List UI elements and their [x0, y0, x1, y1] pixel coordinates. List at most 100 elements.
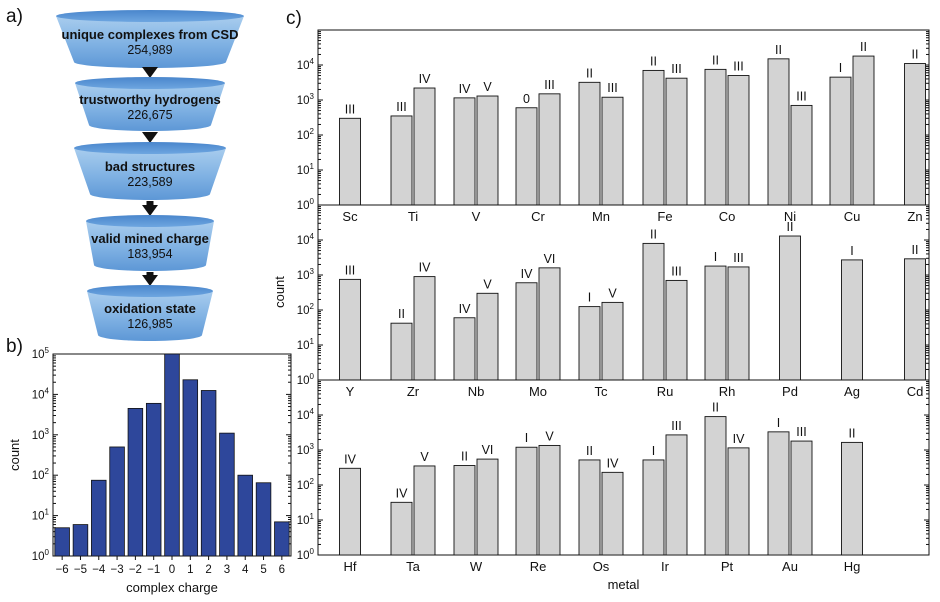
- y-tick-label: 102: [297, 302, 315, 317]
- metal-bar: [538, 267, 561, 381]
- oxidation-state-label: III: [796, 425, 806, 439]
- oxidation-state-label: I: [850, 244, 853, 258]
- metal-bar: [852, 55, 875, 206]
- metal-label: Os: [593, 559, 610, 574]
- x-tick-label: −6: [56, 564, 69, 576]
- x-tick-label: 0: [169, 564, 175, 576]
- metal-bar: [578, 81, 601, 206]
- oxidation-state-label: 0: [523, 92, 530, 106]
- histogram-bar: [237, 474, 253, 557]
- metal-bar: [390, 322, 413, 381]
- metal-label: Hf: [344, 559, 357, 574]
- y-tick-label: 100: [297, 197, 315, 212]
- funnel-stage-label: unique complexes from CSD: [62, 27, 239, 42]
- funnel-arrow-head: [142, 67, 158, 78]
- oxidation-state-label: III: [671, 264, 681, 278]
- x-tick-label: 2: [205, 564, 211, 576]
- oxidation-state-label: IV: [607, 456, 619, 470]
- metal-label: Ir: [661, 559, 670, 574]
- funnel-stage-count: 126,985: [127, 317, 172, 331]
- metal-label: Re: [530, 559, 547, 574]
- y-tick-label: 104: [297, 57, 315, 72]
- oxidation-state-label: III: [671, 62, 681, 76]
- funnel-stage-count: 226,675: [127, 108, 172, 122]
- oxidation-state-label: IV: [419, 261, 431, 275]
- oxidation-state-label: I: [839, 61, 842, 75]
- x-tick-label: −2: [129, 564, 142, 576]
- metal-bar: [476, 458, 499, 556]
- metal-label: Pt: [721, 559, 734, 574]
- metal-bar: [790, 104, 813, 206]
- funnel-stage-count: 183,954: [127, 247, 172, 261]
- metal-bar: [642, 69, 665, 206]
- metal-bar: [642, 459, 665, 556]
- x-tick-label: −3: [111, 564, 124, 576]
- oxidation-state-label: III: [345, 102, 355, 116]
- metal-bar: [779, 235, 801, 381]
- histogram-bar: [145, 402, 162, 557]
- metal-bar: [704, 68, 727, 206]
- histogram-bar: [91, 479, 107, 557]
- metal-label: Co: [719, 209, 736, 224]
- metal-label: Mn: [592, 209, 610, 224]
- oxidation-state-label: II: [586, 444, 593, 458]
- metal-bar: [642, 242, 665, 381]
- funnel-stage-0: [56, 16, 244, 68]
- x-tick-label: 1: [187, 564, 193, 576]
- oxidation-state-label: V: [608, 286, 617, 300]
- metal-label: Zr: [407, 384, 420, 399]
- metal-bar: [476, 95, 499, 206]
- histogram-bar: [164, 353, 180, 557]
- histogram-bar: [109, 446, 125, 557]
- metal-bar: [413, 276, 436, 381]
- funnel-stage-count: 223,589: [127, 175, 172, 189]
- funnel-stage-1: [75, 83, 225, 131]
- metal-label: Ru: [657, 384, 674, 399]
- funnel-stage-label: oxidation state: [104, 301, 196, 316]
- metal-bar: [390, 501, 413, 556]
- metal-bar: [727, 447, 750, 556]
- metal-label: Nb: [468, 384, 485, 399]
- metal-label: Sc: [342, 209, 358, 224]
- metal-bar: [904, 63, 926, 206]
- oxidation-state-label: IV: [396, 486, 408, 500]
- metal-label: Y: [346, 384, 355, 399]
- metal-label: Tc: [595, 384, 609, 399]
- x-tick-label: 5: [260, 564, 266, 576]
- funnel-stage-top-1: [75, 77, 225, 89]
- y-axis-label: count: [272, 276, 287, 308]
- charge-histogram: 100 101 102 103 104 105 −6 −5 −4 −3 −2 −1 0 1 2 3 4 5 6 com…: [7, 346, 292, 595]
- x-tick-label: −5: [74, 564, 87, 576]
- funnel-stage-top-3: [86, 215, 214, 227]
- oxidation-state-label: IV: [459, 82, 471, 96]
- histogram-bar: [127, 408, 144, 557]
- metal-bar: [727, 75, 750, 206]
- metal-bar: [413, 465, 436, 556]
- oxidation-state-label: IV: [521, 267, 533, 281]
- oxidation-state-label: II: [860, 40, 867, 54]
- funnel-stage-top-2: [74, 142, 226, 154]
- metal-bar: [841, 441, 863, 556]
- metal-bar: [767, 58, 790, 206]
- metal-bar: [601, 471, 624, 556]
- y-tick-label: 101: [297, 512, 315, 527]
- metal-bar: [538, 93, 561, 206]
- oxidation-state-label: III: [396, 100, 406, 114]
- x-tick-label: 6: [279, 564, 285, 576]
- metal-bar: [665, 434, 688, 556]
- metal-bar: [704, 416, 727, 556]
- funnel-stage-label: trustworthy hydrogens: [79, 92, 221, 107]
- oxidation-state-label: II: [787, 220, 794, 234]
- oxidation-state-label: II: [650, 227, 657, 241]
- metal-bar: [339, 278, 361, 381]
- y-tick-label: 103: [32, 427, 50, 442]
- funnel-stage-label: valid mined charge: [91, 231, 209, 246]
- y-tick-label: 101: [297, 162, 315, 177]
- metal-bar: [904, 258, 926, 381]
- metal-label: V: [472, 209, 481, 224]
- metal-bar: [390, 115, 413, 206]
- x-tick-label: −1: [147, 564, 160, 576]
- metal-bar: [578, 459, 601, 556]
- oxidation-state-label: III: [733, 60, 743, 74]
- histogram-bar: [182, 379, 199, 557]
